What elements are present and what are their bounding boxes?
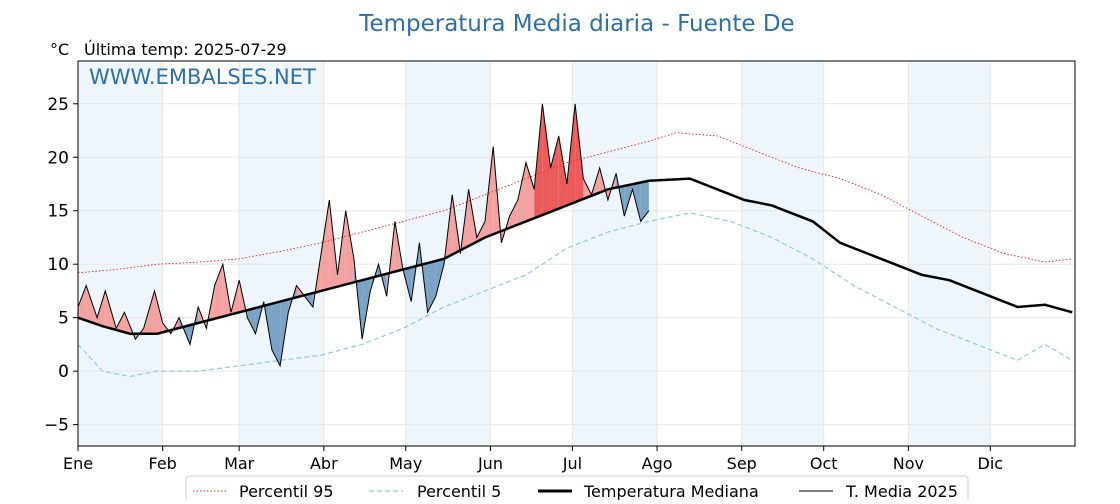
- y-tick-label: 20: [47, 148, 69, 168]
- y-tick-label: 15: [47, 202, 69, 222]
- anomaly-fill-segment: [86, 285, 98, 325]
- anomaly-fill-segment: [271, 301, 281, 366]
- month-band-sep: [741, 61, 824, 446]
- x-tick-label-oct: Oct: [810, 454, 838, 473]
- anomaly-fill-segment: [247, 308, 256, 334]
- anomaly-fills: [78, 103, 649, 366]
- chart-title: Temperatura Media diaria - Fuente De: [358, 11, 794, 37]
- month-band-mar: [239, 61, 324, 446]
- anomaly-fill-segment: [321, 200, 330, 291]
- anomaly-fill-segment: [179, 317, 190, 345]
- x-tick-label-ene: Ene: [63, 454, 93, 473]
- anomaly-fill-segment: [534, 103, 543, 219]
- x-tick-label-mar: Mar: [224, 454, 255, 473]
- y-tick-label: 5: [58, 309, 69, 329]
- legend-label-current: T. Media 2025: [845, 482, 958, 500]
- x-tick-label-dic: Dic: [978, 454, 1004, 473]
- legend-label-p5: Percentil 5: [417, 482, 501, 500]
- x-tick-label-feb: Feb: [149, 454, 177, 473]
- anomaly-fill-segment: [362, 278, 371, 340]
- anomaly-fill-segment: [214, 264, 223, 319]
- anomaly-fill-segment: [575, 103, 584, 203]
- y-tick-label: 25: [47, 95, 69, 115]
- x-tick-label-jul: Jul: [562, 454, 582, 473]
- legend-label-p95: Percentil 95: [239, 482, 334, 500]
- anomaly-fill-segment: [97, 290, 106, 327]
- series-line-2025: [77, 103, 650, 368]
- month-band-jul: [572, 61, 658, 446]
- month-band-nov: [908, 61, 991, 446]
- series-line-p5: [77, 212, 1073, 378]
- anomaly-fill-segment: [78, 285, 87, 321]
- legend-frame: [185, 475, 969, 504]
- y-axis-unit: °C: [50, 40, 69, 59]
- y-tick-label: 10: [47, 255, 69, 275]
- anomaly-fill-segment: [345, 210, 354, 285]
- anomaly-fill-segment: [558, 135, 567, 209]
- y-axis: −5 0 5 10 15 20 25: [44, 95, 78, 436]
- legend: Percentil 95 Percentil 5 Temperatura Med…: [185, 475, 969, 504]
- anomaly-fill-segment: [525, 162, 535, 222]
- anomaly-fill-segment: [304, 293, 313, 307]
- month-band-ene: [78, 61, 163, 446]
- anomaly-fill-segment: [566, 103, 576, 206]
- x-axis: Ene Feb Mar Abr May Jun Jul Ago Sep Oct Nov Dic: [63, 446, 1003, 473]
- anomaly-fill-segment: [509, 200, 518, 228]
- x-tick-label-sep: Sep: [727, 454, 757, 473]
- series-line-median: [77, 177, 1073, 335]
- last-temperature-label: Última temp: 2025-07-29: [84, 40, 287, 59]
- x-tick-label-jun: Jun: [477, 454, 503, 473]
- x-tick-label-abr: Abr: [310, 454, 338, 473]
- x-tick-label-nov: Nov: [893, 454, 924, 473]
- anomaly-fill-segment: [154, 290, 163, 334]
- x-tick-label-ago: Ago: [642, 454, 673, 473]
- y-tick-label: 0: [58, 362, 69, 382]
- plot-frame: [77, 60, 1076, 447]
- x-tick-label-may: May: [389, 454, 422, 473]
- legend-label-median: Temperatura Mediana: [583, 482, 759, 500]
- anomaly-fill-segment: [640, 180, 649, 222]
- anomaly-fill-segment: [542, 103, 551, 215]
- y-tick-label: −5: [44, 416, 69, 436]
- anomaly-fill-segment: [517, 162, 526, 225]
- watermark-text: WWW.EMBALSES.NET: [89, 65, 316, 89]
- anomaly-fill-segment: [616, 173, 625, 217]
- month-bands: [78, 61, 991, 446]
- series-lines: [77, 103, 1073, 378]
- series-line-p95: [77, 132, 1073, 274]
- anomaly-fill-segment: [550, 135, 559, 212]
